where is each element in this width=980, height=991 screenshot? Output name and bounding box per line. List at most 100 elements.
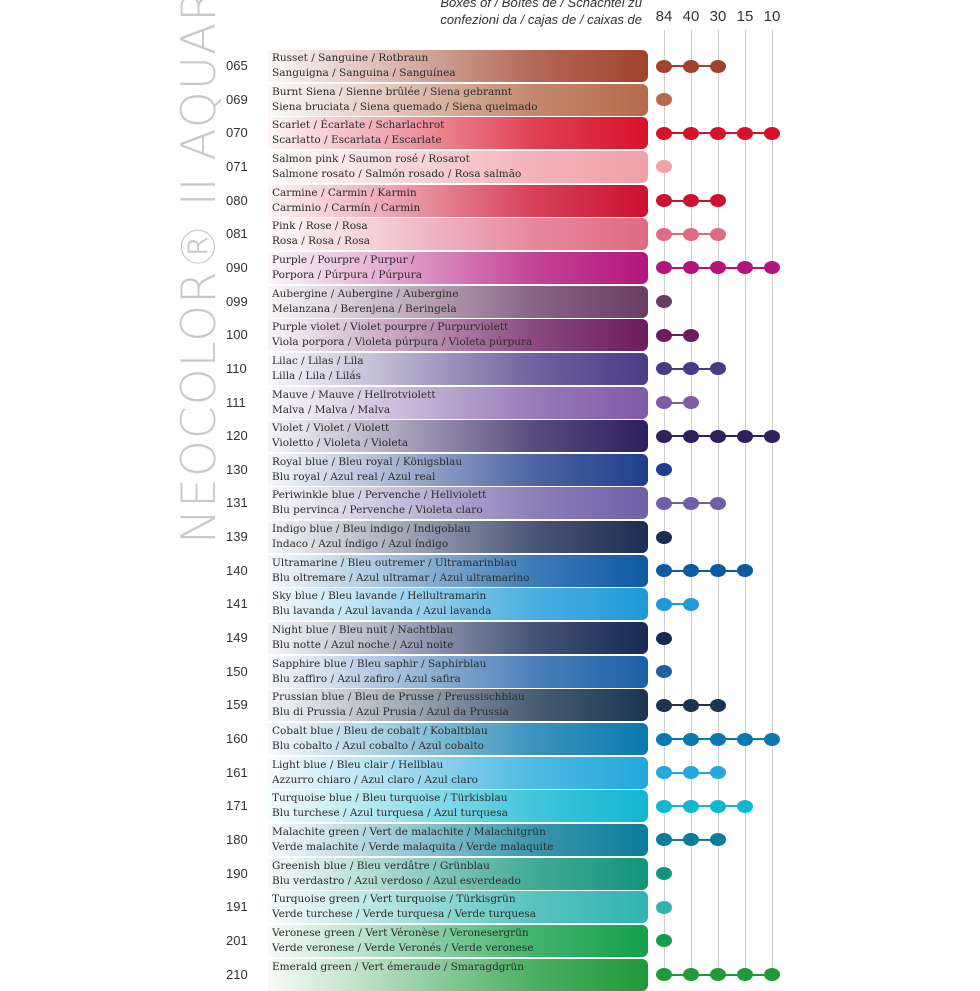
- color-code: 130: [226, 461, 248, 477]
- availability-dot-40: [683, 328, 699, 342]
- color-swatch-bar: Purple / Pourpre / Purpur / Porpora / Púr…: [268, 251, 648, 284]
- color-swatch-bar: Sky blue / Bleu lavande / Hellultramarin…: [268, 588, 648, 621]
- box-size-84: 84: [655, 8, 673, 25]
- color-code: 110: [226, 360, 247, 376]
- color-name-line1: Light blue / Bleu clair / Hellblau: [272, 758, 444, 771]
- availability-dot-40: [683, 564, 699, 578]
- availability-dot-84: [656, 867, 672, 881]
- color-code: 160: [226, 731, 248, 746]
- availability-connector: [664, 401, 691, 404]
- boxes-header: Boxes of / Boîtes de / Schachtel zu conf…: [440, 0, 642, 28]
- availability-dot-84: [656, 396, 672, 409]
- color-name-line1: Veronese green / Vert Véronèse / Verones…: [272, 926, 529, 939]
- color-swatch-bar: Cobalt blue / Bleu de cobalt / Kobaltbla…: [268, 723, 648, 755]
- boxes-header-line1: Boxes of / Boîtes de / Schachtel zu: [440, 0, 642, 10]
- availability-dot-84: [656, 261, 672, 275]
- color-swatch-bar: Lilac / Lilas / Lila Lilla / Lila / Lilás: [268, 352, 648, 385]
- color-name-line2: Blu di Prussia / Azul Prusia / Azul da P…: [272, 706, 509, 719]
- color-row: 140 Ultramarine / Bleu outremer / Ultrama…: [0, 554, 980, 587]
- availability-dot-40: [683, 732, 699, 746]
- availability-dot-84: [656, 934, 672, 948]
- color-code: 065: [226, 58, 248, 73]
- color-code: 131: [226, 495, 248, 511]
- color-name-line1: Royal blue / Bleu royal / Königsblau: [272, 455, 463, 468]
- availability-dot-10: [764, 968, 780, 982]
- availability-connector: [664, 603, 691, 606]
- color-name-line2: Siena bruciata / Siena quemado / Siena q…: [272, 100, 538, 113]
- availability-connector: [664, 805, 745, 808]
- availability-dot-30: [710, 564, 726, 578]
- color-name-line1: Scarlet / Écarlate / Scharlachrot: [272, 119, 445, 132]
- color-name-line2: Viola porpora / Violeta púrpura / Violet…: [272, 336, 533, 349]
- color-row: 130 Royal blue / Bleu royal / Königsblau B…: [0, 453, 980, 486]
- color-swatch-bar: Prussian blue / Bleu de Prusse / Preussi…: [268, 689, 648, 722]
- availability-dot-40: [683, 59, 699, 73]
- column-line: [771, 30, 773, 980]
- color-name-line2: Melanzana / Berenjena / Beringela: [272, 302, 457, 315]
- availability-dot-40: [683, 698, 699, 712]
- color-code: 201: [226, 932, 248, 948]
- availability-dot-40: [683, 968, 699, 982]
- color-name-line2: Blu verdastro / Azul verdoso / Azul esve…: [272, 874, 521, 887]
- color-swatch-bar: Light blue / Bleu clair / Hellblau Azzurr…: [268, 756, 648, 789]
- box-size-10: 10: [763, 8, 781, 25]
- color-name-line1: Emerald green / Vert émeraude / Smaragdg…: [272, 960, 525, 973]
- color-name-line1: Purple / Pourpre / Purpur /: [272, 253, 415, 266]
- availability-dot-40: [683, 429, 699, 443]
- color-row: 069 Burnt Siena / Sienne brûlée / Siena g…: [0, 83, 980, 116]
- color-swatch-bar: Russet / Sanguine / Rotbraun Sanguigna / …: [268, 50, 648, 82]
- availability-dot-40: [683, 597, 699, 611]
- availability-dot-84: [656, 93, 672, 107]
- color-name-line2: Indaco / Azul índigo / Azul índigo: [272, 538, 449, 551]
- availability-dot-84: [656, 362, 672, 376]
- color-code: 139: [226, 529, 248, 545]
- color-code: 150: [226, 663, 248, 679]
- color-swatch-bar: Burnt Siena / Sienne brûlée / Siena gebr…: [268, 83, 648, 116]
- color-swatch-bar: Emerald green / Vert émeraude / Smaragdg…: [268, 958, 648, 991]
- color-name-line1: Sky blue / Bleu lavande / Hellultramarin: [272, 590, 487, 603]
- color-name-line1: Pink / Rose / Rosa: [272, 220, 368, 233]
- color-name-line2: Verde malachite / Verde malaquita / Verd…: [272, 840, 554, 853]
- availability-dot-84: [656, 631, 672, 645]
- availability-dot-15: [737, 126, 753, 140]
- availability-dot-40: [683, 362, 699, 376]
- color-swatch-bar: Salmon pink / Saumon rosé / Rosarot Salmo…: [268, 150, 648, 183]
- color-code: 081: [226, 226, 248, 242]
- color-code: 100: [226, 327, 248, 343]
- color-name-line2: Blu notte / Azul noche / Azul noite: [272, 639, 454, 652]
- color-name-line2: Blu turchese / Azul turquesa / Azul turq…: [272, 807, 508, 820]
- color-name-line2: Rosa / Rosa / Rosa: [272, 235, 371, 248]
- color-name-line1: Cobalt blue / Bleu de cobalt / Kobaltbla…: [272, 725, 488, 737]
- availability-dot-84: [656, 496, 672, 510]
- color-swatch-bar: Scarlet / Écarlate / Scharlachrot Scarlat…: [268, 117, 648, 150]
- color-row: 071 Salmon pink / Saumon rosé / Rosarot Sa…: [0, 150, 980, 183]
- availability-connector: [664, 569, 745, 572]
- availability-dot-10: [764, 429, 780, 443]
- color-name-line2: Sanguigna / Sanguina / Sanguínea: [272, 67, 456, 79]
- color-code: 111: [226, 394, 246, 410]
- color-name-line1: Malachite green / Vert de malachite / Ma…: [272, 825, 546, 838]
- color-name-line2: Verde veronese / Verde Veronés / Verde v…: [272, 941, 534, 954]
- color-code: 171: [226, 798, 248, 814]
- color-row: 080 Carmine / Carmin / Karmin Carminio / C…: [0, 184, 980, 217]
- color-row: 159 Prussian blue / Bleu de Prusse / Preu…: [0, 689, 980, 722]
- color-name-line2: Lilla / Lila / Lilás: [272, 369, 362, 382]
- availability-dot-10: [764, 261, 780, 275]
- availability-dot-10: [764, 126, 780, 140]
- availability-dot-84: [656, 295, 672, 309]
- color-row: 099 Aubergine / Aubergine / Aubergine Mela…: [0, 285, 980, 318]
- color-name-line2: Salmone rosato / Salmón rosado / Rosa sa…: [272, 167, 522, 180]
- color-row: 161 Light blue / Bleu clair / Hellblau Azz…: [0, 756, 980, 789]
- color-name-line1: Turquoise blue / Bleu turquoise / Türkis…: [272, 792, 508, 805]
- color-row: 139 Indigo blue / Bleu indigo / Indigobla…: [0, 521, 980, 554]
- color-row: 110 Lilac / Lilas / Lila Lilla / Lila / Li…: [0, 352, 980, 385]
- availability-dot-15: [737, 429, 753, 443]
- color-name-line1: Salmon pink / Saumon rosé / Rosarot: [272, 152, 470, 165]
- availability-dot-84: [656, 564, 672, 578]
- availability-dot-84: [656, 665, 672, 679]
- color-swatch-bar: Violet / Violet / Violett Violetto / Viol…: [268, 420, 648, 453]
- color-row: 191 Turquoise green / Vert turquoise / Tü…: [0, 891, 980, 924]
- box-size-30: 30: [709, 8, 727, 25]
- color-row: 141 Sky blue / Bleu lavande / Hellultrama…: [0, 588, 980, 621]
- color-row: 070 Scarlet / Écarlate / Scharlachrot Scar…: [0, 117, 980, 150]
